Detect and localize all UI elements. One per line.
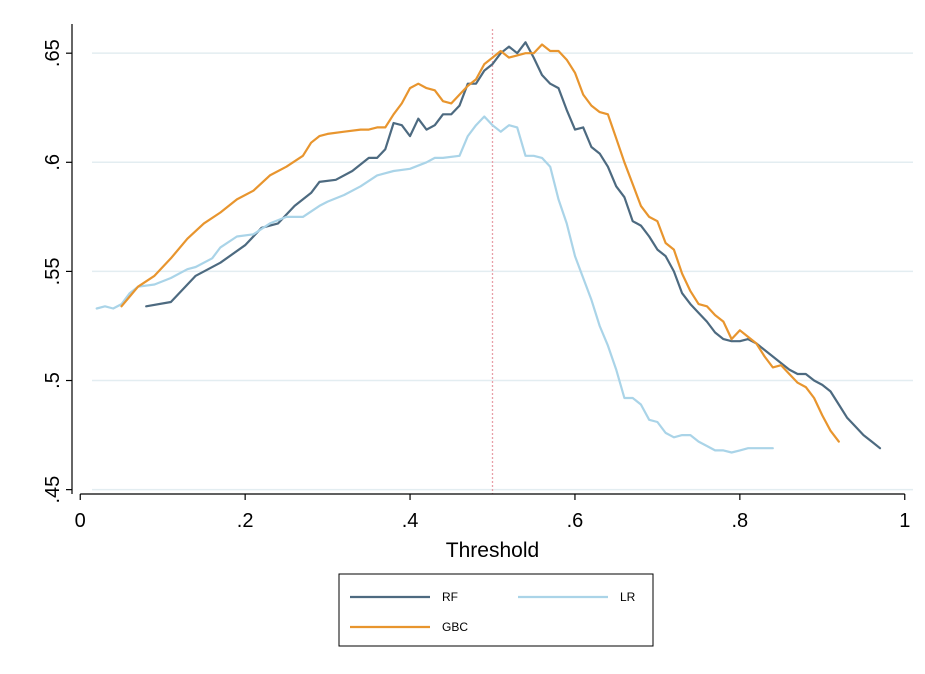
- x-axis-title: Threshold: [446, 539, 539, 562]
- y-tick-label-3: .6: [42, 154, 64, 171]
- y-axis-ticks: .45 .5 .55 .6 .65: [42, 39, 72, 504]
- axes: [71, 24, 905, 495]
- x-axis-ticks: 0 .2 .4 .6 .8 1: [75, 494, 910, 532]
- series-lines: [95, 41, 882, 454]
- legend: RF LR GBC: [338, 573, 654, 647]
- x-tick-label-3: .6: [567, 510, 584, 532]
- x-tick-label-1: .2: [237, 510, 254, 532]
- legend-label-rf: RF: [442, 590, 458, 604]
- series-line-gbc: [120, 43, 840, 443]
- legend-box: [338, 573, 654, 647]
- y-tick-label-1: .5: [42, 372, 64, 389]
- x-tick-label-0: 0: [75, 510, 86, 532]
- legend-label-gbc: GBC: [442, 620, 468, 634]
- x-tick-label-5: 1: [899, 510, 910, 532]
- y-tick-label-0: .45: [42, 476, 64, 504]
- legend-label-lr: LR: [620, 590, 636, 604]
- y-tick-label-4: .65: [42, 39, 64, 67]
- series-line-rf: [145, 41, 882, 450]
- x-tick-label-4: .8: [732, 510, 749, 532]
- grid-lines: [92, 52, 913, 491]
- x-tick-label-2: .4: [402, 510, 419, 532]
- y-tick-label-2: .55: [42, 258, 64, 286]
- series-line-lr: [95, 115, 774, 454]
